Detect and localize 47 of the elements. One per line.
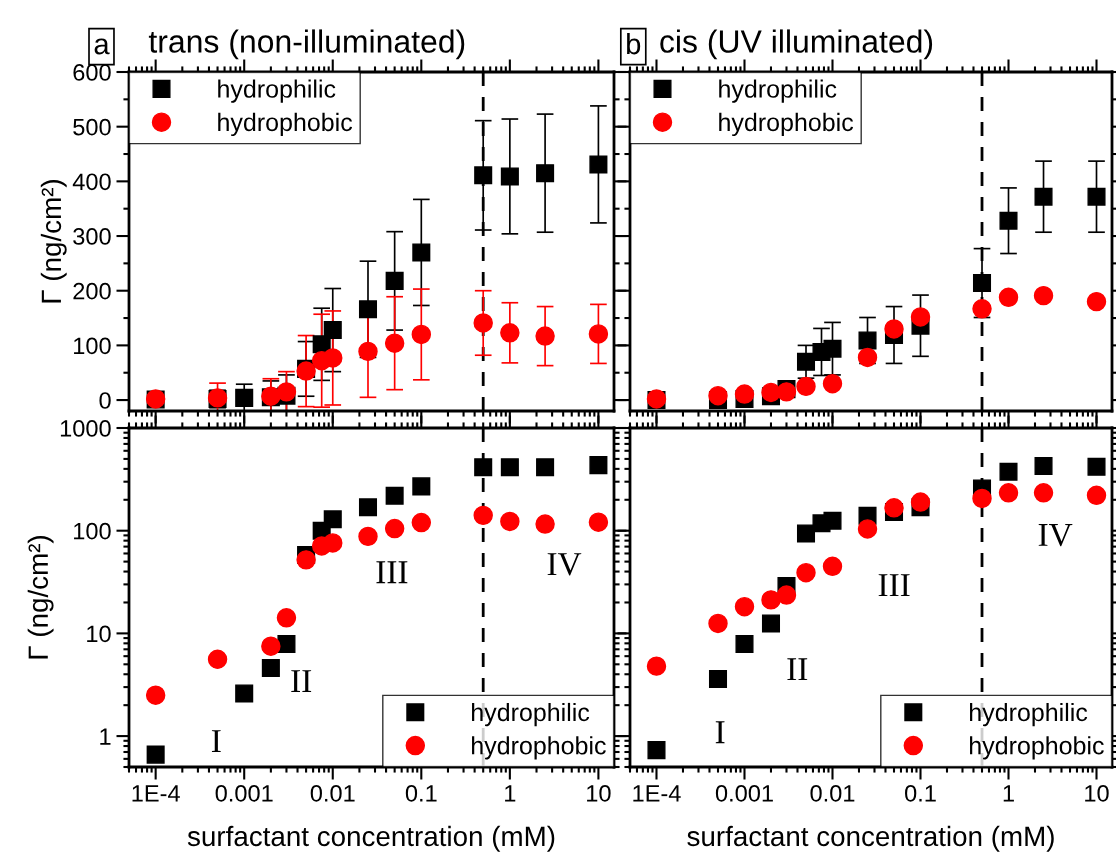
y-tick-label: 1000 [60,420,111,437]
y-tick-label: 10 [87,625,111,643]
annotation: III [878,574,910,597]
y-tick-label: 0 [99,392,111,409]
x-tick-label: 0.1 [405,784,437,802]
legend-label: hydrophilic [472,702,590,727]
x-axis-title: surfactant concentration (mM) [187,825,555,852]
x-tick-label: 0.01 [310,784,355,802]
x-tick-label: 1 [505,785,516,802]
annotation: I [715,721,725,744]
x-tick-label: 0.001 [215,784,273,802]
chart-title: trans (non-illuminated) [148,29,465,60]
x-tick-label: 10 [1085,784,1109,802]
annotation: II [291,670,312,692]
legend-label: hydrophilic [218,79,336,103]
x-tick-label: 1 [1003,785,1014,802]
y-tick-label: 100 [74,337,111,355]
x-tick-label: 1E-4 [633,785,681,802]
x-tick-label: 0.01 [810,784,855,802]
x-tick-label: 0.1 [905,784,936,802]
x-tick-label: 0.001 [715,784,773,802]
annotation: II [787,658,808,681]
legend-label: hydrophilic [970,702,1088,727]
y-tick-label: 600 [73,64,111,81]
annotation: IV [1038,524,1073,547]
chart-title: cis (UV illuminated) [660,29,933,60]
legend-label: hydrophilic [719,79,837,103]
x-tick-label: 1E-4 [132,785,180,802]
x-axis-title: surfactant concentration (mM) [687,825,1054,852]
legend-label: hydrophobic [719,112,854,137]
y-tick-label: 500 [73,118,111,136]
annotation: III [376,561,408,584]
text: a [94,38,110,55]
legend-label: hydrophobic [970,736,1104,760]
annotation: I [211,730,221,752]
y-tick-label: 300 [73,228,111,245]
legend-label: hydrophobic [218,112,353,137]
y-tick-label: 200 [73,282,111,300]
text: b [627,32,641,55]
y-tick-label: 400 [72,173,111,191]
y-axis-title: Γ (ng/cm²) [27,536,54,659]
y-axis-title: Γ (ng/cm²) [40,180,67,303]
x-tick-label: 10 [587,784,611,802]
legend-label: hydrophobic [472,736,606,760]
y-tick-label: 1 [100,728,111,745]
y-tick-label: 100 [74,522,111,540]
annotation: IV [547,553,582,576]
